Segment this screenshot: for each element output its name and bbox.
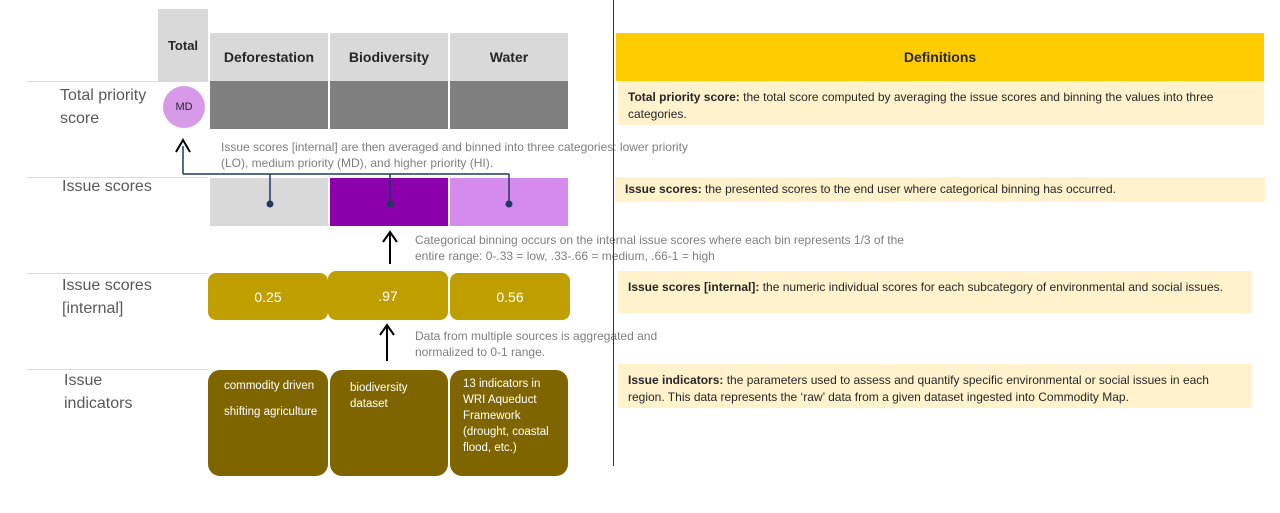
definition-issue-scores-internal: Issue scores [internal]: the numeric ind… [618, 271, 1252, 313]
deforestation-indicators: commodity driven shifting agriculture [208, 370, 328, 476]
row-divider-internal [28, 273, 208, 274]
definition-text: the numeric individual scores for each s… [759, 280, 1223, 294]
water-total-cell [450, 81, 568, 129]
row-label-total-priority-score: Total priority score [60, 87, 147, 127]
connector-lines [175, 138, 513, 208]
up-arrow-aggregation [379, 323, 395, 361]
definition-issue-indicators: Issue indicators: the parameters used to… [618, 364, 1252, 408]
definition-term: Issue indicators: [628, 373, 724, 387]
indicator-biodiversity-dataset: biodiversity dataset [350, 382, 408, 410]
note-aggregation: Data from multiple sources is aggregated… [415, 329, 658, 359]
definition-text: the total score computed by averaging th… [628, 90, 1214, 121]
row-divider-issue-scores [28, 177, 208, 178]
water-internal-score: 0.56 [450, 273, 570, 320]
total-column-header: Total [158, 9, 208, 81]
note-binning-to-total: Issue scores [internal] are then average… [221, 140, 688, 170]
water-column-header: Water [450, 33, 568, 81]
definition-issue-scores: Issue scores: the presented scores to th… [615, 177, 1265, 202]
row-divider-total [28, 81, 208, 82]
vertical-divider [613, 0, 614, 466]
row-label-issue-indicators: Issue indicators [64, 372, 133, 412]
biodiversity-internal-score: .97 [328, 271, 448, 320]
row-label-issue-scores: Issue scores [62, 178, 152, 195]
water-connector-dot [505, 200, 513, 208]
connector-arrowhead [175, 138, 191, 153]
biodiversity-total-cell [330, 81, 448, 129]
deforestation-column-header: Deforestation [210, 33, 328, 81]
definitions-header: Definitions [616, 33, 1264, 81]
row-label-issue-scores-internal: Issue scores [internal] [62, 277, 152, 317]
note-categorical-binning: Categorical binning occurs on the intern… [415, 233, 904, 263]
deforestation-internal-score: 0.25 [208, 273, 328, 320]
row-divider-indicators [28, 369, 208, 370]
definition-text: the presented scores to the end user whe… [701, 182, 1116, 196]
biodiversity-connector-dot [386, 200, 394, 208]
biodiversity-indicators: biodiversity dataset [330, 370, 448, 476]
definition-term: Issue scores [internal]: [628, 280, 760, 294]
indicator-shifting-agriculture: shifting agriculture [224, 406, 318, 418]
indicator-wri-aqueduct: 13 indicators in WRI Aqueduct Framework … [463, 378, 549, 454]
definition-term: Total priority score: [628, 90, 740, 104]
biodiversity-column-header: Biodiversity [330, 33, 448, 81]
deforestation-connector-dot [266, 200, 274, 208]
total-md-badge: MD [163, 86, 205, 128]
water-indicators: 13 indicators in WRI Aqueduct Framework … [450, 370, 568, 476]
deforestation-total-cell [210, 81, 328, 129]
indicator-commodity-driven: commodity driven [224, 380, 315, 392]
definition-term: Issue scores: [625, 182, 702, 196]
definition-total-priority-score: Total priority score: the total score co… [618, 81, 1264, 125]
up-arrow-binning [382, 230, 398, 264]
definition-text: the parameters used to assess and quanti… [628, 373, 1209, 404]
